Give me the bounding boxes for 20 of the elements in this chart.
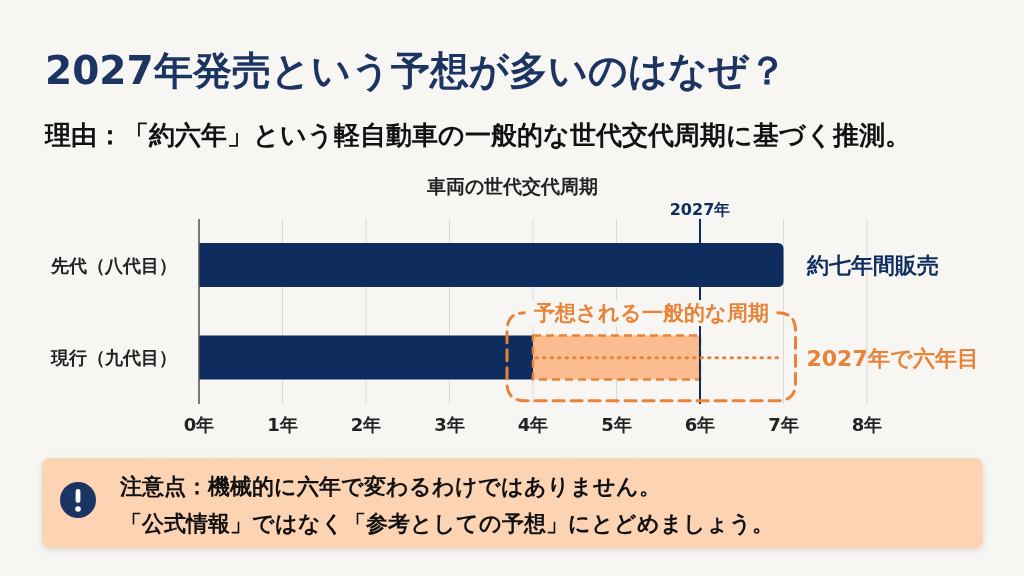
x-tick-label: 0年	[183, 413, 215, 435]
x-tick-label: 2年	[350, 413, 382, 435]
x-tick-label: 5年	[601, 413, 632, 435]
y-tick-label: 先代（八代目）	[50, 254, 177, 276]
text: 車両の世代交代周期	[426, 175, 598, 197]
chart-title: 2027年発売という予想が多いのはなぜ？	[45, 48, 787, 93]
x-tick-label: 6年	[684, 413, 716, 435]
x-tick-label: 4年	[517, 413, 549, 435]
annotation: 約七年間販売	[805, 252, 939, 278]
y-tick-label: 現行（九代目）	[50, 347, 177, 369]
x-tick-label: 3年	[434, 413, 465, 435]
x-tick-label: 7年	[768, 413, 799, 435]
ref-line-label: 2027年	[669, 200, 731, 219]
x-tick-label: 8年	[851, 413, 883, 435]
note-box: 注意点：機械的に六年で変わるわけではありません。 「公式情報」ではなく「参考としての予想」にとどめましょう。	[42, 458, 983, 548]
bar	[199, 335, 533, 380]
chart-subtitle: 理由：「約六年」という軽自動車の一般的な世代交代周期に基づく推測。	[45, 120, 911, 150]
annotation: 予想される一般的な周期	[533, 300, 769, 325]
annotation: 2027年で六年目	[806, 345, 979, 371]
x-tick-label: 1年	[267, 413, 298, 435]
